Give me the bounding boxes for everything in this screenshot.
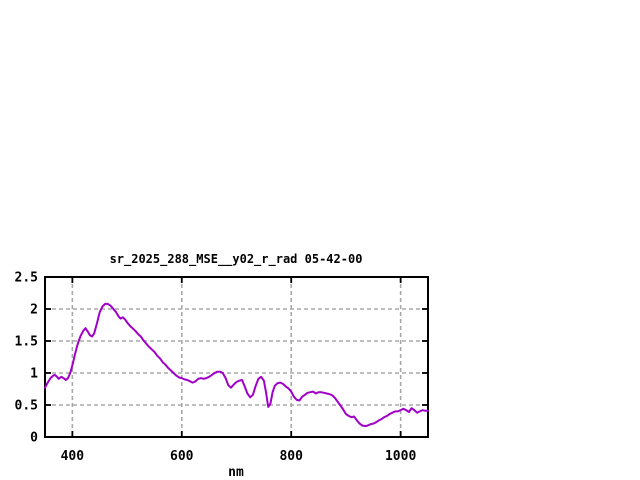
x-tick-label: 400	[61, 449, 85, 464]
y-tick-label: 2.5	[15, 271, 38, 286]
y-tick-label: 0.5	[15, 399, 38, 414]
x-tick-label: 600	[170, 449, 194, 464]
plot-border	[44, 276, 429, 438]
y-tick-labels: 0 0.5 1 1.5 2 2.5	[15, 271, 39, 446]
grid-lines	[45, 277, 428, 437]
spectrum-line	[44, 302, 429, 428]
y-tick-label: 1	[30, 367, 38, 382]
y-tick-label: 2	[30, 303, 38, 318]
y-tick-label: 0	[30, 431, 38, 446]
chart-title: sr_2025_288_MSE__y02_r_rad 05-42-00	[110, 252, 363, 267]
x-axis-label: nm	[228, 465, 244, 480]
x-tick-label: 800	[279, 449, 303, 464]
y-tick-label: 1.5	[15, 335, 38, 350]
x-tick-labels: 400 600 800 1000	[61, 449, 417, 464]
x-tick-label: 1000	[385, 449, 416, 464]
axis-ticks	[45, 276, 428, 438]
